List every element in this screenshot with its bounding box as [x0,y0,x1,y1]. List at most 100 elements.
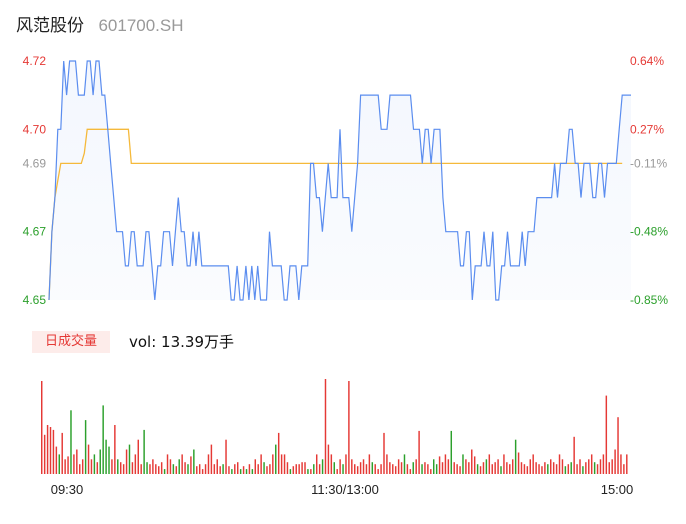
volume-bar [321,459,324,474]
volume-bar [611,459,613,474]
stock-name: 风范股份 [16,16,84,36]
volume-bar [590,454,593,474]
volume-bar [99,449,101,474]
volume-bars [41,379,628,474]
volume-bar [509,464,511,474]
volume-bar [187,464,189,474]
volume-bar [239,469,242,474]
volume-bar [172,464,175,474]
volume-bar [506,462,508,474]
volume-bar [277,432,280,474]
volume-bar [134,454,137,474]
volume-bar [348,381,350,474]
volume-bar [108,446,110,474]
volume-bar [327,444,330,474]
volume-bar [87,444,90,474]
volume-bar [225,439,227,474]
volume-bar [623,464,625,474]
volume-bar [532,454,534,474]
volume-bar [351,459,353,474]
volume-bar [310,469,312,474]
volume-bar [105,439,107,474]
y-tick-label-price: 4.65 [23,293,47,307]
volume-bar [289,469,292,474]
volume-bar [175,466,178,474]
volume-bar [73,454,75,474]
volume-bar [219,466,221,474]
y-tick-label-price: 4.70 [23,122,47,136]
volume-bar [365,464,368,474]
volume-bar [140,464,142,474]
volume-badge[interactable]: 日成交量 [32,331,110,353]
volume-bar [280,454,283,474]
volume-bar [567,464,570,474]
volume-bar [383,432,385,474]
volume-bar [462,454,464,474]
volume-bar [564,466,567,474]
volume-bar [541,466,543,474]
volume-bar [593,462,596,474]
volume-bar [588,459,590,474]
volume-bar [43,434,46,474]
volume-bar [392,464,394,474]
volume-bar [415,459,417,474]
volume-bar [90,459,93,474]
volume-bar [596,464,599,474]
volume-bar [163,469,166,474]
volume-bar [576,464,578,474]
volume-bar [114,425,116,474]
volume-bar [196,466,198,474]
volume-bar [409,469,412,474]
volume-bar [453,462,455,474]
volume-bar [585,462,587,474]
volume-bar [441,462,444,474]
volume-bar [313,464,315,474]
volume-bar [599,459,602,474]
volume-bar [511,459,514,474]
volume-bar [70,410,72,474]
volume-bar [485,459,488,474]
volume-bar [304,462,306,474]
volume-bar [216,459,218,474]
volume-bar [58,454,61,474]
volume-bar [301,462,303,474]
volume-bar [307,469,309,474]
volume-bar [491,464,493,474]
volume-bar [558,454,561,474]
y-tick-label-percent: -0.85% [630,293,668,307]
volume-bar [251,469,254,474]
volume-bar [482,462,485,474]
volume-bar [76,449,78,474]
volume-bar [371,462,374,474]
volume-bar [450,430,453,474]
volume-bar [342,464,344,474]
volume-bar [389,462,391,474]
y-tick-label-price: 4.69 [23,156,47,170]
volume-bar [538,464,540,474]
volume-bar [143,429,145,474]
volume-bar [503,454,505,474]
volume-bar [438,456,441,474]
volume-bar [266,466,268,474]
volume-bar [330,454,333,474]
volume-bar [479,466,482,474]
volume-label: vol: 13.39万手 [129,333,234,351]
volume-bar [52,429,55,474]
volume-bar [295,464,297,474]
volume-bar [356,466,359,474]
y-tick-label-percent: -0.11% [630,156,667,170]
volume-bar [456,464,458,474]
volume-bar [333,462,335,474]
volume-bar [380,464,382,474]
volume-bar [374,464,376,474]
x-tick-label: 09:30 [51,482,84,497]
volume-bar [190,456,192,474]
volume-bar [131,462,134,474]
volume-bar [46,425,49,474]
volume-bar [234,464,236,474]
volume-bar [81,459,84,474]
y-tick-label-percent: 0.27% [630,122,664,136]
volume-bar [149,464,151,474]
volume-bar [93,454,96,474]
